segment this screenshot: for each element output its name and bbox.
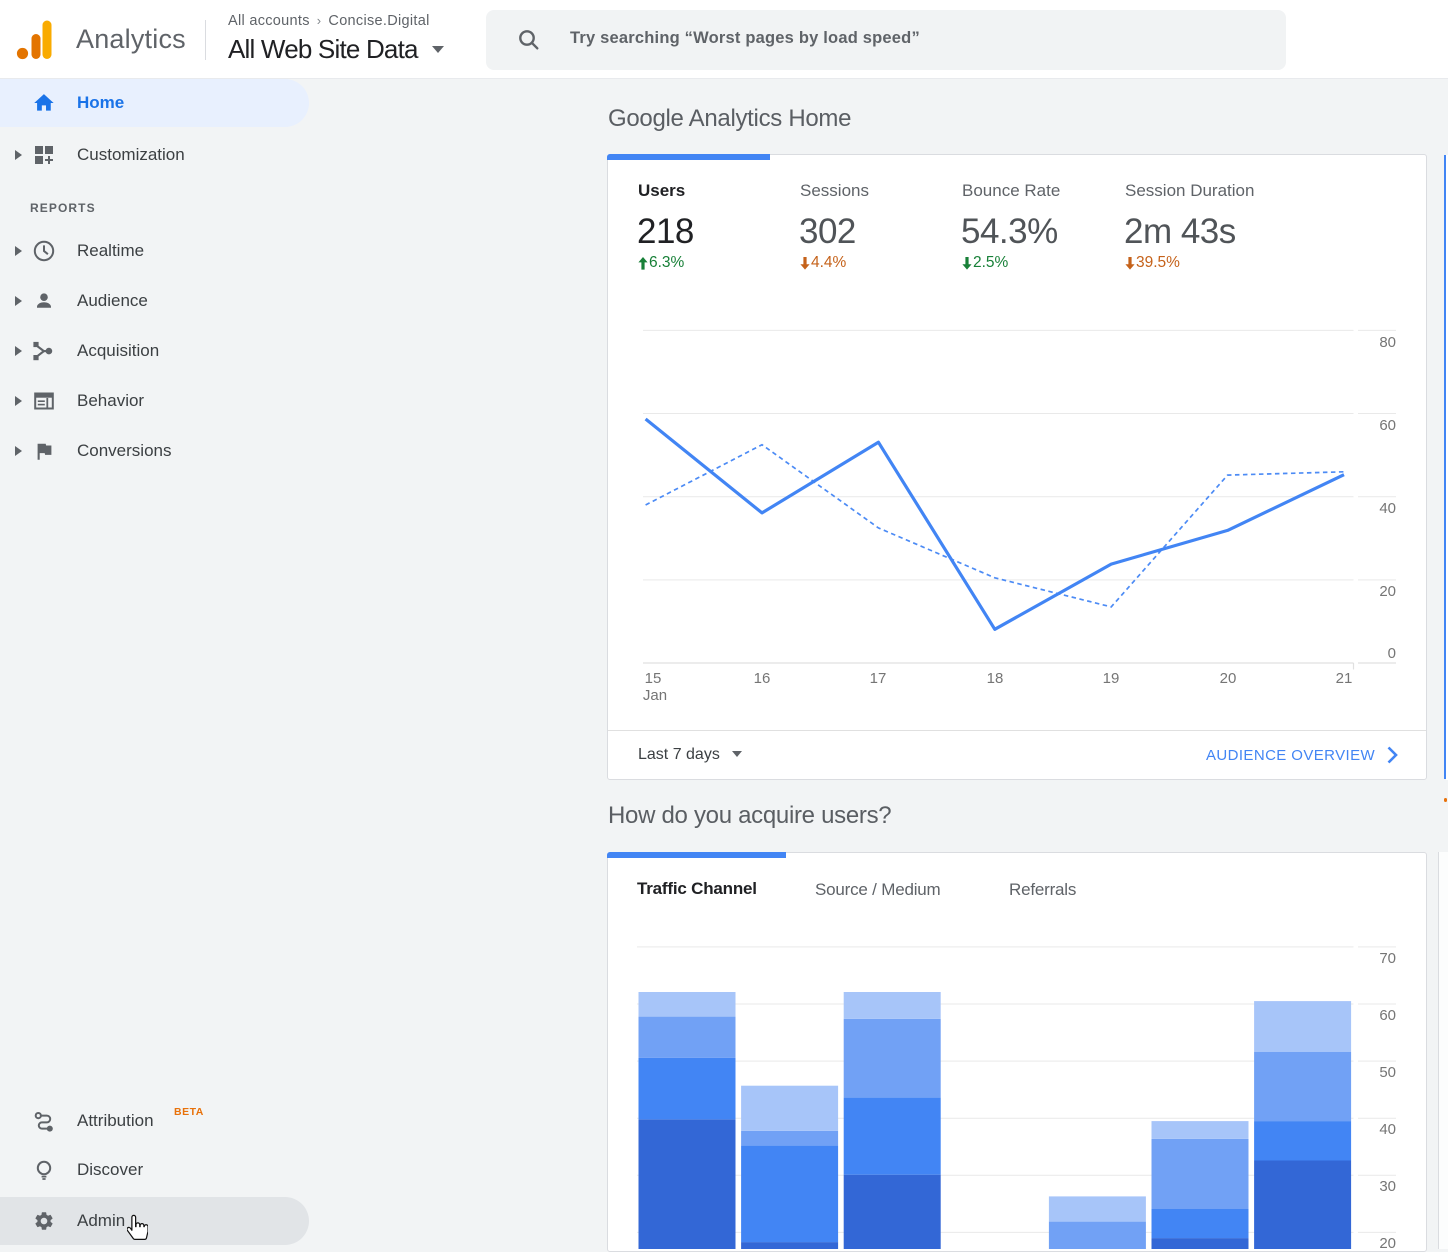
svg-text:20: 20 (1379, 1235, 1396, 1249)
svg-text:0: 0 (1388, 645, 1396, 662)
svg-text:Jan: Jan (643, 687, 667, 704)
svg-text:18: 18 (987, 670, 1004, 687)
svg-text:70: 70 (1379, 950, 1396, 967)
svg-text:40: 40 (1379, 500, 1396, 517)
svg-text:17: 17 (870, 670, 887, 687)
svg-text:20: 20 (1220, 670, 1237, 687)
svg-text:20: 20 (1379, 583, 1396, 600)
svg-text:16: 16 (754, 670, 771, 687)
svg-text:30: 30 (1379, 1178, 1396, 1195)
svg-text:21: 21 (1336, 670, 1353, 687)
svg-text:19: 19 (1103, 670, 1120, 687)
svg-text:60: 60 (1379, 1007, 1396, 1024)
svg-text:40: 40 (1379, 1121, 1396, 1138)
svg-text:60: 60 (1379, 417, 1396, 434)
svg-text:15: 15 (645, 670, 662, 687)
svg-text:80: 80 (1379, 334, 1396, 351)
svg-text:50: 50 (1379, 1064, 1396, 1081)
